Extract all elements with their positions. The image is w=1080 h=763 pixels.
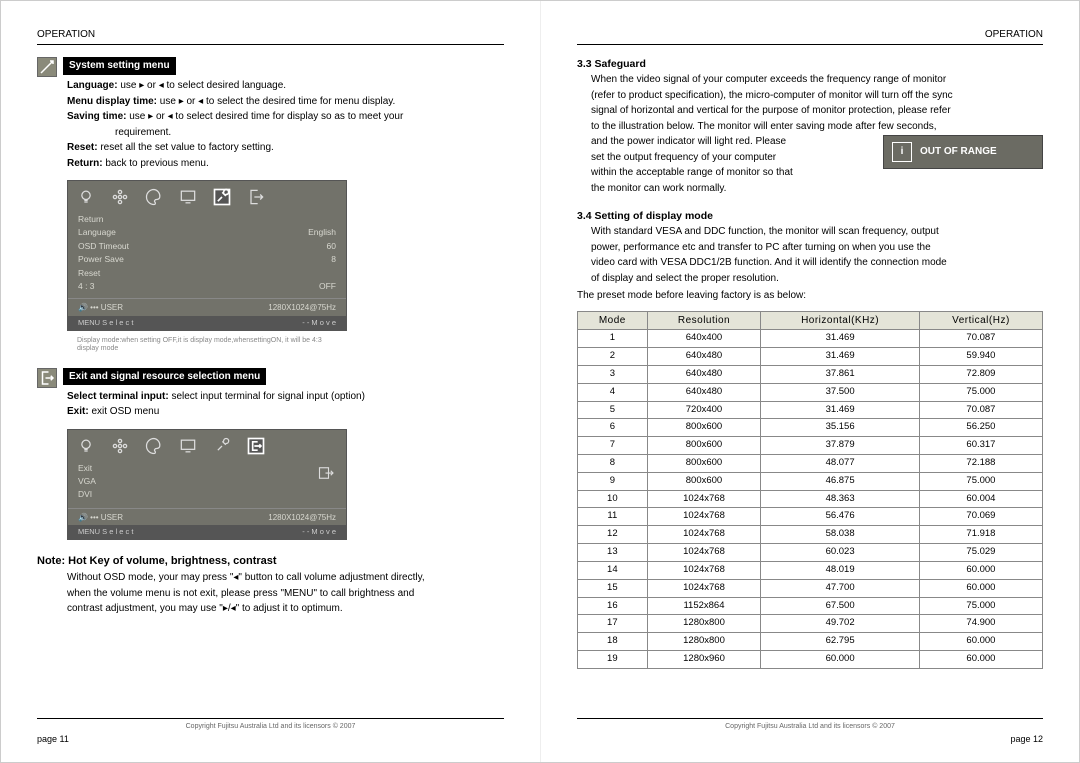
osd-display-mode-note: Display mode:when setting OFF,it is disp… [37,337,337,354]
osd-row: 4 : 3OFF [78,280,336,293]
osd-panel-system: ReturnLanguageEnglishOSD Timeout60Power … [67,180,347,331]
osd-row: VGA [78,475,336,488]
footer-left: Copyright Fujitsu Australia Ltd and its … [37,718,504,744]
bulb-icon [76,436,96,456]
osd-row: OSD Timeout60 [78,240,336,253]
header-label: OPERATION [985,29,1043,40]
table-header: Resolution [647,311,761,330]
table-row: 8800x60048.07772.188 [578,455,1043,473]
footer-right: Copyright Fujitsu Australia Ltd and its … [577,718,1043,744]
page-number: page 11 [37,734,69,744]
table-header: Vertical(Hz) [919,311,1042,330]
osd-row: Return [78,213,336,226]
osd-row: LanguageEnglish [78,226,336,239]
flower-icon [110,187,130,207]
table-row: 131024x76860.02375.029 [578,544,1043,562]
page-left: OPERATION System setting menu Language: … [1,1,540,762]
table-row: 9800x60046.87575.000 [578,472,1043,490]
table-row: 121024x76858.03871.918 [578,526,1043,544]
osd-row: DVI [78,488,336,501]
exit-menu-heading: Exit and signal resource selection menu [37,368,504,388]
wrench-icon [212,187,232,207]
hotkey-note-title: Note: Hot Key of volume, brightness, con… [37,554,504,569]
table-row: 1640x40031.46970.087 [578,330,1043,348]
table-row: 171280x80049.70274.900 [578,615,1043,633]
osd-panel-exit: ExitVGADVI 🔊 ••• USER 1280X1024@75Hz MEN… [67,429,347,541]
table-row: 6800x60035.15656.250 [578,419,1043,437]
osd-icon-row [68,181,346,211]
table-row: 4640x48037.50075.000 [578,383,1043,401]
hotkey-note-body: Without OSD mode, your may press "◂" but… [37,571,504,616]
exit-arrow-icon [318,466,336,483]
table-header: Mode [578,311,648,330]
page-right: OPERATION 3.3 Safeguard When the video s… [540,1,1079,762]
osd-row: Reset [78,267,336,280]
system-setting-heading: System setting menu [37,57,504,77]
info-icon: i [892,142,912,162]
screen-icon [178,436,198,456]
system-setting-body: Language: use ▸ or ◂ to select desired l… [37,79,504,170]
preset-mode-table: ModeResolutionHorizontal(KHz)Vertical(Hz… [577,311,1043,669]
content-right: 3.3 Safeguard When the video signal of y… [577,45,1043,718]
bulb-icon [76,187,96,207]
header-left: OPERATION [37,29,504,45]
table-row: 141024x76848.01960.000 [578,561,1043,579]
page-number: page 12 [1010,734,1043,744]
screen-icon [178,187,198,207]
tools-icon [37,57,57,77]
display-mode-title: 3.4 Setting of display mode [577,209,1043,223]
palette-icon [144,187,164,207]
content-left: System setting menu Language: use ▸ or ◂… [37,45,504,718]
page-spread: OPERATION System setting menu Language: … [0,0,1080,763]
flower-icon [110,436,130,456]
table-row: 161152x86467.50075.000 [578,597,1043,615]
table-row: 101024x76848.36360.004 [578,490,1043,508]
palette-icon [144,436,164,456]
header-label: OPERATION [37,29,95,40]
out-of-range-badge: i OUT OF RANGE [883,135,1043,169]
table-row: 7800x60037.87960.317 [578,437,1043,455]
display-mode-body: With standard VESA and DDC function, the… [577,225,1043,285]
table-row: 191280x96060.00060.000 [578,650,1043,668]
table-row: 5720x40031.46970.087 [578,401,1043,419]
safeguard-title: 3.3 Safeguard [577,57,1043,71]
wrench-icon [212,436,232,456]
exit-icon [246,187,266,207]
osd-row: Power Save8 [78,253,336,266]
table-row: 151024x76847.70060.000 [578,579,1043,597]
table-header: Horizontal(KHz) [761,311,920,330]
exit-menu-icon [37,368,57,388]
safeguard-body: When the video signal of your computer e… [577,73,1043,195]
table-row: 2640x48031.46959.940 [578,348,1043,366]
exit-icon [246,436,266,456]
table-row: 3640x48037.86172.809 [578,365,1043,383]
header-right: OPERATION [577,29,1043,45]
table-row: 111024x76856.47670.069 [578,508,1043,526]
table-row: 181280x80062.79560.000 [578,633,1043,651]
osd-row: Exit [78,462,336,475]
